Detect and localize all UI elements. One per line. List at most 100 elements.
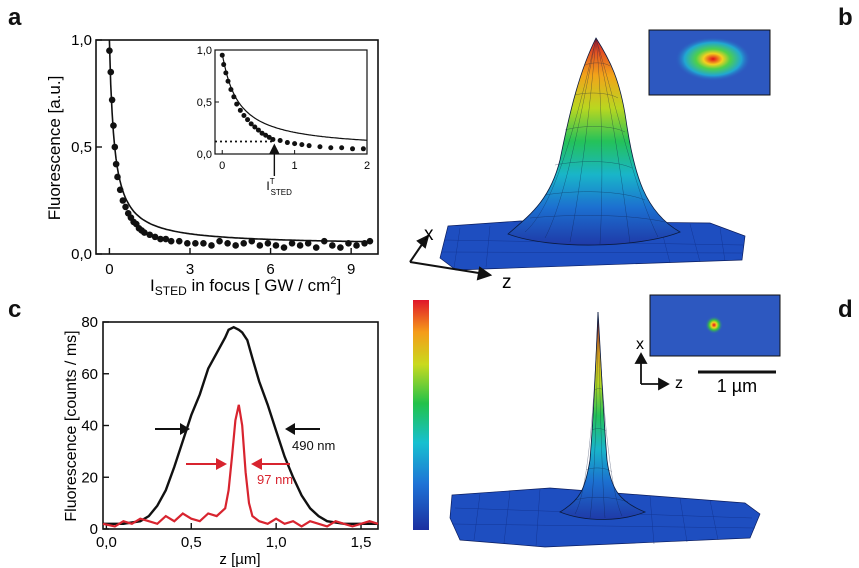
panel-c-black-fwhm-arrows: [155, 423, 320, 435]
panel-a-xtick-label: 9: [347, 261, 355, 278]
panel-b-axis-z-label: z: [502, 272, 512, 293]
panel-a-inset-data-point: [284, 140, 290, 146]
panel-a-inset-data-point: [350, 146, 356, 152]
panel-a-data-point: [208, 242, 215, 249]
panel-c-ylabel: Fluorescence [counts / ms]: [63, 330, 80, 521]
colorbar: [413, 300, 429, 530]
panel-a-inset-ytick-label: 0,0: [197, 149, 212, 161]
panel-a-fit-line: [108, 39, 373, 243]
panel-letter-c: c: [8, 296, 22, 323]
panel-a-inset-data-point: [292, 141, 298, 147]
panel-a-data-point: [256, 242, 264, 249]
panel-a-ytick-label: 0,5: [71, 139, 92, 156]
panel-a-inset-ytick-label: 1,0: [197, 45, 212, 57]
panel-d-scalebar-label: 1 µm: [717, 376, 757, 396]
panel-c-xlabel: z [µm]: [219, 551, 260, 568]
panel-a-data-point: [272, 242, 280, 249]
panel-a-ytick-label: 0,0: [71, 246, 92, 263]
panel-c-ytick-label: 80: [81, 314, 98, 331]
panel-a-inset-data-point: [263, 132, 269, 138]
panel-d-surface-plot: x z 1 µm: [413, 294, 781, 548]
panel-a-data-point: [337, 244, 344, 251]
panel-c-xtick-label: 0,5: [181, 534, 202, 551]
panel-a-data-point: [141, 229, 148, 236]
panel-a-data-point: [184, 240, 191, 247]
panel-a-inset-data-point: [241, 113, 247, 119]
panel-d-inset-axis-x: x: [636, 336, 644, 353]
panel-a-data-point: [216, 237, 223, 245]
panel-a-inset-data-point: [360, 146, 366, 152]
panel-a-inset-data-point: [317, 144, 323, 150]
panel-letter-a: a: [8, 4, 22, 31]
panel-a-inset-arrow-head: [269, 143, 280, 154]
panel-b-axis-x-label: x: [424, 224, 434, 245]
panel-a-inset-threshold-label: IT STED: [266, 177, 292, 197]
panel-a-data-point: [192, 240, 199, 247]
panel-a-inset-data-point: [328, 145, 334, 151]
panel-a-inset-xtick-label: 0: [219, 160, 225, 172]
panel-a-inset-data-point: [266, 134, 272, 140]
panel-a-data-point: [280, 244, 288, 251]
panel-a-inset-data-point: [237, 107, 243, 113]
panel-a-inset-data-point: [234, 101, 240, 107]
panel-a-data-point: [157, 235, 164, 243]
panel-d-peak: [559, 311, 647, 520]
panel-a-inset-data-point: [245, 117, 251, 123]
panel-c-series-black: [103, 325, 378, 525]
panel-c-black-label: 490 nm: [292, 438, 335, 453]
panel-a-inset-fit-line: [221, 52, 368, 141]
panel-c-ytick-label: 40: [81, 418, 98, 435]
panel-a-data-point: [200, 240, 207, 247]
panel-c-ytick-label: 60: [81, 366, 98, 383]
panel-a-xtick-label: 3: [186, 261, 194, 278]
panel-a-data-point: [146, 231, 154, 239]
panel-c-red-label: 97 nm: [257, 472, 293, 487]
panel-c-xtick-label: 0,0: [96, 534, 117, 551]
panel-a-inset-data-point: [299, 142, 305, 148]
panel-a-data-point: [162, 235, 170, 243]
panel-a-data-point: [232, 242, 239, 249]
panel-a-data-point: [288, 240, 296, 247]
panel-a-xtick-label: 6: [266, 261, 274, 278]
panel-a-inset-data-point: [277, 137, 283, 143]
panel-a-inset-data-point: [259, 130, 265, 136]
panel-d-inset-axes: [634, 352, 670, 391]
panel-a-xtick-label: 0: [105, 261, 113, 278]
panel-a-inset-data-point: [255, 127, 261, 133]
panel-a-inset-xtick-label: 1: [292, 160, 298, 172]
panel-b-axes: [409, 234, 493, 281]
panel-a-data-point: [304, 240, 312, 247]
panel-a-data-point: [296, 242, 304, 249]
panel-a-inset-xtick-label: 2: [364, 160, 370, 172]
panel-c-ytick-label: 20: [81, 469, 98, 486]
panel-a-inset-data-point: [252, 124, 258, 130]
panel-a-data-point: [312, 244, 320, 251]
panel-c-frame: [102, 321, 379, 530]
panel-a-inset-ytick-label: 0,5: [197, 97, 212, 109]
panel-letter-b: b: [838, 4, 853, 31]
panel-d-peak-mesh: [574, 311, 629, 519]
panel-c-series-red: [102, 404, 379, 528]
panel-b-surface-plot: x z: [409, 29, 771, 293]
panel-a-data-point: [119, 197, 127, 204]
panel-c-ytick-label: 0: [90, 521, 98, 538]
panel-a-data-point: [167, 237, 175, 245]
panel-a-ylabel: Fluorescence [a.u.]: [45, 76, 64, 221]
panel-a-data-point: [264, 240, 272, 247]
panel-b-inset-spot: [675, 37, 751, 81]
panel-a-inset-data-point: [270, 136, 276, 142]
panel-a-inset-threshold-arrow: [269, 143, 280, 176]
panel-a-data-point: [151, 233, 159, 241]
panel-a-inset-data-point: [306, 143, 312, 149]
panel-a-data-point: [353, 242, 360, 249]
panel-a-inset-data-point: [339, 145, 345, 151]
panel-d-inset-axis-z: z: [675, 375, 683, 392]
panel-letter-d: d: [838, 296, 853, 323]
panel-b-peak: [507, 37, 681, 246]
panel-d-inset-spot: [705, 316, 723, 334]
panel-a-data-point: [122, 203, 129, 211]
panel-a-data-point: [329, 242, 336, 249]
panel-a-ytick-label: 1,0: [71, 32, 92, 49]
panel-c-chart: 0 20 40 60 80 0,0 0,5 1,0 1,5 490 nm 97 nm Fluo…: [63, 314, 379, 568]
panel-c-red-fwhm-arrows: [186, 458, 290, 470]
